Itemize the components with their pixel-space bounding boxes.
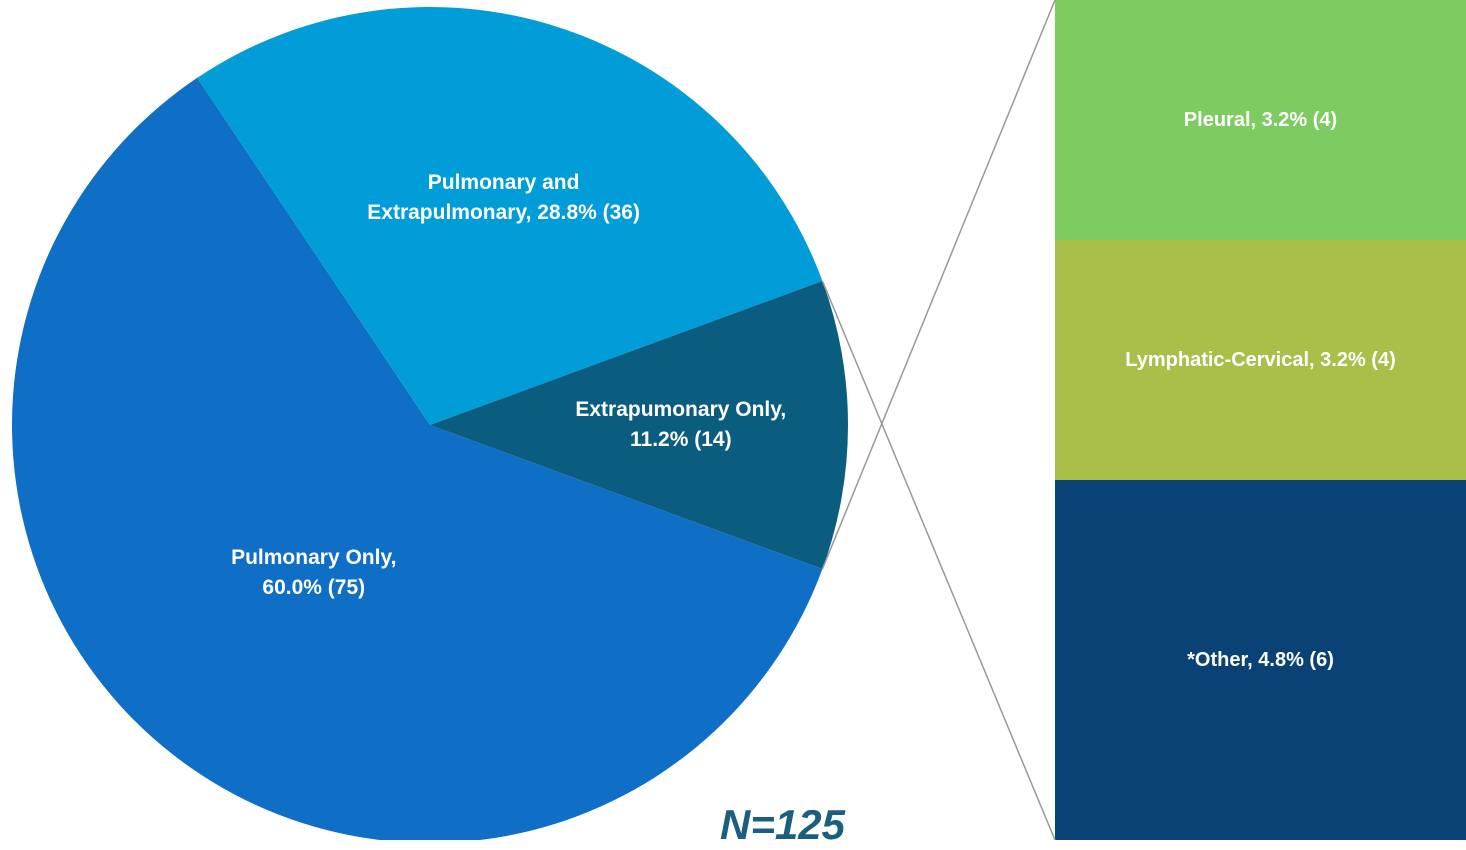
pie-slice: [197, 7, 823, 425]
breakdown-label: Pleural, 3.2% (4): [1183, 109, 1338, 131]
breakdown-segment: [1055, 480, 1466, 840]
connector-line: [821, 280, 1056, 840]
pie-slice: [430, 280, 849, 570]
slice-label: Extrapumonary Only, 11.2% (14): [575, 398, 787, 451]
breakdown-label: *Other, 4.8% (6): [1187, 649, 1334, 671]
slice-label: Pulmonary and Extrapulmonary, 28.8% (36): [367, 171, 640, 225]
pie-slice: [12, 77, 823, 840]
breakdown-segment: [1055, 240, 1466, 480]
breakdown-label: Lymphatic-Cervical, 3.2% (4): [1125, 349, 1396, 371]
breakdown-segment: [1055, 0, 1466, 240]
slice-label: Pulmonary Only, 60.0% (75): [231, 545, 397, 599]
connector-line: [821, 0, 1056, 570]
annotation: N=125: [720, 801, 845, 848]
